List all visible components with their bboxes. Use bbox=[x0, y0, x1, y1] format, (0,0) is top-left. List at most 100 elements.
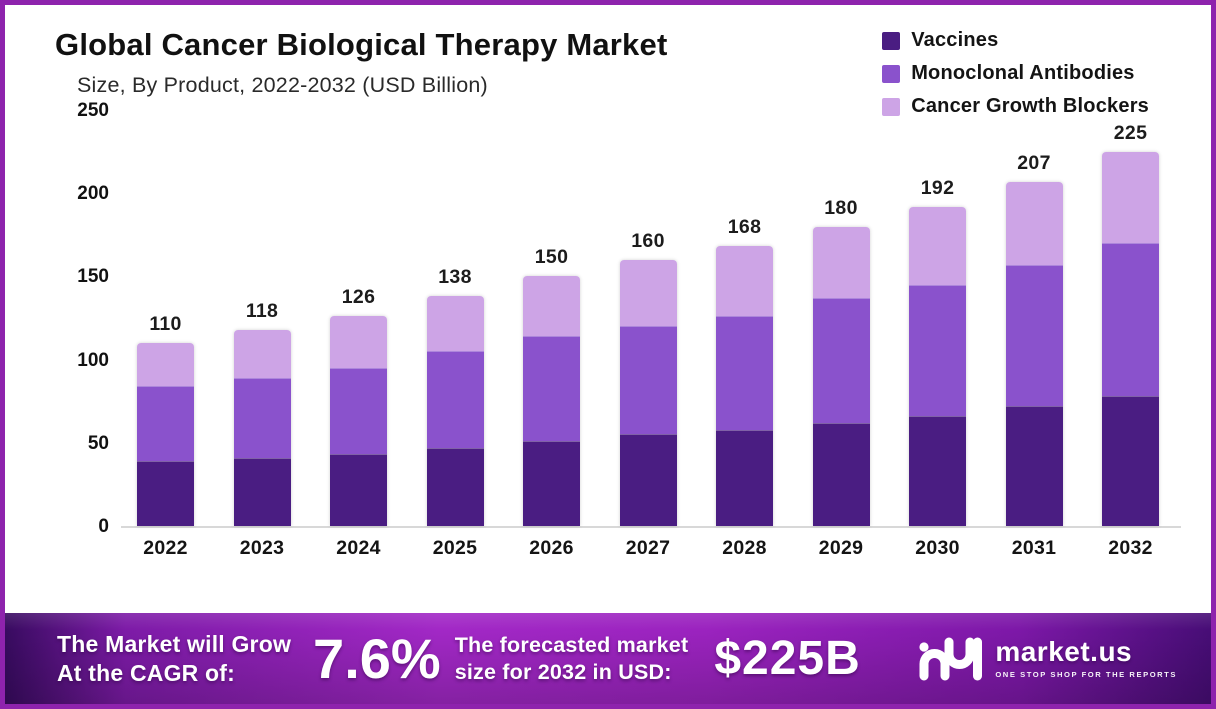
bar-segment bbox=[619, 434, 677, 526]
legend-swatch bbox=[882, 64, 901, 83]
x-tick-label: 2032 bbox=[1108, 537, 1153, 559]
bar-segment bbox=[330, 367, 387, 455]
bar-stack bbox=[1005, 181, 1063, 526]
cagr-caption-line2: At the CAGR of: bbox=[57, 659, 236, 686]
bar-segment bbox=[1102, 151, 1159, 244]
legend-swatch bbox=[882, 97, 901, 116]
plot-wrap: 110 118 126 138 150 160 168 180 192 207 225 2022 20… bbox=[121, 112, 1181, 560]
x-tick-label: 2028 bbox=[722, 537, 767, 559]
bar-segment bbox=[426, 447, 484, 526]
bar-stack bbox=[523, 276, 580, 526]
bar-segment bbox=[1005, 406, 1063, 526]
bar-segment bbox=[233, 377, 291, 458]
bar-column: 138 bbox=[426, 266, 484, 526]
bar-column: 160 bbox=[619, 229, 677, 526]
bar-total-label: 150 bbox=[534, 246, 569, 269]
bar-segment bbox=[137, 386, 194, 462]
page-title: Global Cancer Biological Therapy Market bbox=[55, 27, 668, 62]
bar-column: 225 bbox=[1102, 122, 1159, 526]
footer-banner: The Market will Grow At the CAGR of: 7.6… bbox=[5, 613, 1211, 704]
bar-segment bbox=[523, 336, 580, 442]
bar-stack bbox=[1102, 151, 1159, 526]
cagr-caption: The Market will Grow At the CAGR of: bbox=[57, 630, 291, 686]
legend-item: Cancer Growth Blockers bbox=[882, 95, 1149, 118]
brand-logo: market.us ONE STOP SHOP FOR THE REPORTS bbox=[918, 634, 1177, 684]
bar-segment bbox=[233, 329, 291, 378]
bar-total-label: 126 bbox=[341, 286, 376, 309]
legend-label: Cancer Growth Blockers bbox=[911, 95, 1149, 117]
bar-total-label: 192 bbox=[920, 176, 955, 199]
y-tick-label: 200 bbox=[77, 183, 109, 205]
x-tick-label: 2029 bbox=[818, 537, 864, 559]
bar-column: 180 bbox=[812, 196, 870, 526]
bars-container: 110 118 126 138 150 160 168 180 192 207 225 bbox=[121, 112, 1181, 526]
y-tick-label: 50 bbox=[87, 432, 109, 454]
stacked-bar-chart: 250 200 150 100 50 0 110 118 126 138 150 160 168 180… bbox=[55, 100, 1205, 560]
brand-tagline: ONE STOP SHOP FOR THE REPORTS bbox=[995, 670, 1177, 679]
x-tick-label: 2027 bbox=[625, 537, 671, 559]
bar-segment bbox=[1005, 181, 1063, 265]
forecast-caption-line2: size for 2032 in USD: bbox=[454, 659, 672, 684]
cagr-value: 7.6% bbox=[313, 627, 441, 690]
bar-column: 192 bbox=[909, 177, 966, 526]
y-tick-label: 150 bbox=[77, 266, 109, 288]
y-axis: 250 200 150 100 50 0 bbox=[55, 100, 121, 537]
bar-segment bbox=[619, 326, 677, 435]
bar-segment bbox=[330, 454, 387, 526]
bar-stack bbox=[716, 246, 773, 526]
bar-segment bbox=[523, 276, 580, 337]
x-tick-label: 2026 bbox=[529, 537, 574, 559]
bar-segment bbox=[426, 351, 484, 448]
page-subtitle: Size, By Product, 2022-2032 (USD Billion… bbox=[77, 73, 488, 97]
bar-segment bbox=[812, 226, 870, 299]
bar-segment bbox=[137, 342, 194, 387]
legend-label: Vaccines bbox=[911, 29, 999, 51]
brand-text: market.us ONE STOP SHOP FOR THE REPORTS bbox=[995, 636, 1177, 680]
bar-column: 207 bbox=[1005, 151, 1063, 526]
bar-stack bbox=[330, 316, 387, 526]
forecast-caption: The forecasted market size for 2032 in U… bbox=[455, 632, 689, 684]
legend-item: Vaccines bbox=[882, 29, 1149, 52]
x-tick-label: 2022 bbox=[143, 537, 188, 559]
plot-area: 110 118 126 138 150 160 168 180 192 207 225 bbox=[121, 112, 1181, 528]
bar-stack bbox=[909, 206, 966, 526]
bar-total-label: 110 bbox=[149, 312, 182, 335]
bar-column: 126 bbox=[330, 286, 387, 526]
bar-segment bbox=[137, 461, 194, 526]
bar-segment bbox=[812, 298, 870, 423]
bar-segment bbox=[909, 206, 966, 285]
bar-total-label: 160 bbox=[631, 229, 665, 252]
x-tick-label: 2031 bbox=[1011, 537, 1057, 559]
bar-segment bbox=[909, 284, 966, 417]
bar-segment bbox=[716, 316, 773, 430]
chart-card: Global Cancer Biological Therapy Market … bbox=[5, 5, 1211, 613]
y-tick-label: 0 bbox=[98, 516, 109, 537]
bar-total-label: 225 bbox=[1113, 121, 1148, 144]
bar-total-label: 180 bbox=[824, 196, 858, 219]
brand-name: market.us bbox=[995, 636, 1133, 667]
bar-stack bbox=[426, 296, 484, 526]
bar-column: 150 bbox=[523, 246, 580, 526]
x-tick-label: 2024 bbox=[336, 537, 381, 559]
bar-column: 168 bbox=[716, 216, 773, 526]
cagr-caption-line1: The Market will Grow bbox=[57, 631, 292, 658]
bar-segment bbox=[233, 457, 291, 526]
bar-segment bbox=[1102, 243, 1159, 397]
bar-segment bbox=[523, 441, 580, 526]
legend-swatch bbox=[882, 31, 901, 50]
bar-total-label: 138 bbox=[438, 266, 472, 289]
x-axis-labels: 2022 2023 2024 2025 2026 2027 2028 2029 2030 2031… bbox=[121, 537, 1181, 560]
bar-column: 110 bbox=[137, 313, 194, 526]
bar-segment bbox=[619, 259, 677, 327]
forecast-caption-line1: The forecasted market bbox=[454, 633, 689, 658]
bar-total-label: 118 bbox=[245, 299, 279, 322]
bar-column: 118 bbox=[233, 299, 291, 526]
bar-segment bbox=[716, 246, 773, 317]
x-tick-label: 2023 bbox=[239, 537, 285, 559]
bar-segment bbox=[1102, 396, 1159, 526]
bar-total-label: 207 bbox=[1017, 151, 1051, 174]
chart-legend: Vaccines Monoclonal Antibodies Cancer Grow… bbox=[882, 29, 1149, 118]
x-tick-label: 2030 bbox=[915, 537, 960, 559]
bar-stack bbox=[812, 226, 870, 526]
